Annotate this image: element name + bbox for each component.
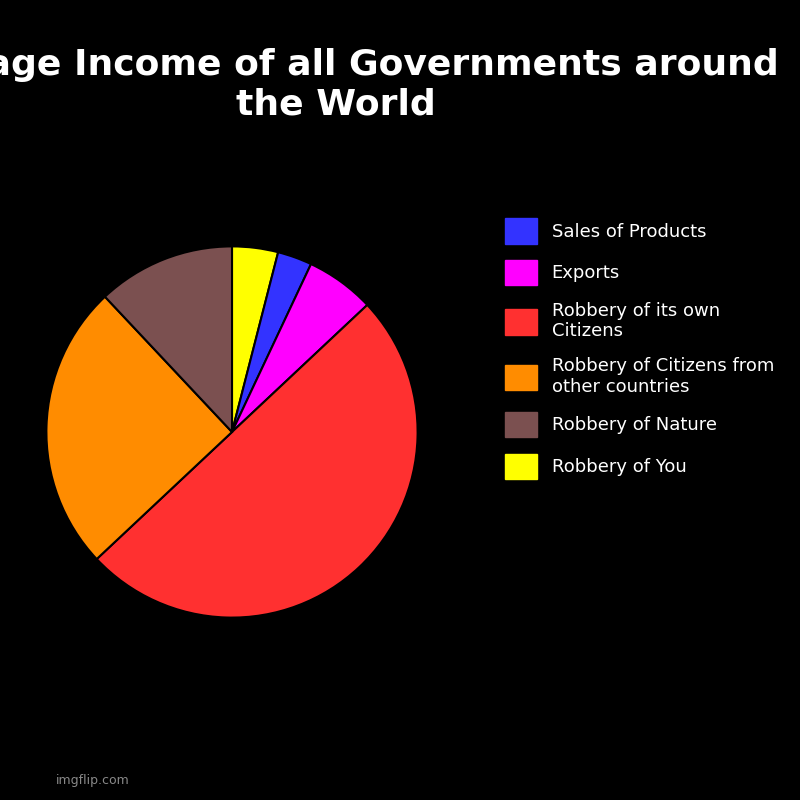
Wedge shape: [232, 264, 367, 432]
Wedge shape: [232, 252, 311, 432]
Wedge shape: [97, 305, 418, 618]
Wedge shape: [105, 246, 232, 432]
Text: imgflip.com: imgflip.com: [56, 774, 130, 787]
Legend: Sales of Products, Exports, Robbery of its own
Citizens, Robbery of Citizens fro: Sales of Products, Exports, Robbery of i…: [495, 209, 783, 488]
Wedge shape: [46, 297, 232, 559]
Text: Average Income of all Governments around
the World: Average Income of all Governments around…: [0, 48, 778, 122]
Wedge shape: [232, 246, 278, 432]
